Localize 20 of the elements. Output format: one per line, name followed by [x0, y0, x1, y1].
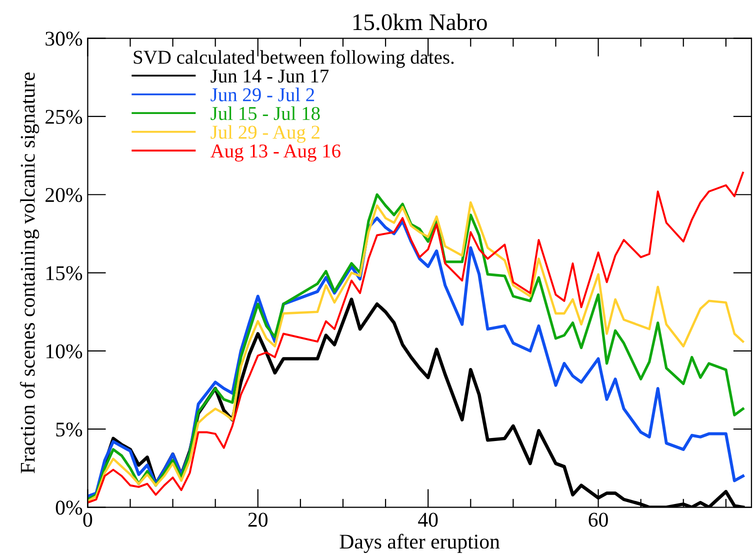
legend-label: Jul 15 - Jul 18	[210, 106, 320, 120]
y-tick-label: 5%	[56, 422, 82, 437]
y-tick-label: 0%	[56, 500, 82, 515]
x-axis-title: Days after eruption	[340, 534, 500, 553]
chart-title: 15.0km Nabro	[353, 14, 487, 30]
y-tick-label: 15%	[46, 266, 82, 280]
legend-label: Jun 14 - Jun 17	[210, 70, 329, 83]
legend-label: Jul 29 - Aug 2	[210, 125, 320, 143]
legend-title: SVD calculated between following dates.	[134, 50, 454, 68]
x-tick-label: 60	[588, 512, 608, 527]
y-axis-title: Fraction of scenes containing volcanic signature	[20, 72, 40, 474]
y-tick-label: 25%	[46, 110, 82, 124]
x-tick-label: 20	[248, 512, 268, 527]
legend-label: Jun 29 - Jul 2	[210, 88, 314, 102]
x-tick-label: 0	[83, 512, 92, 527]
y-tick-label: 30%	[46, 32, 82, 46]
legend-label: Aug 13 - Aug 16	[210, 144, 340, 162]
x-tick-label: 40	[418, 512, 438, 527]
y-tick-label: 10%	[46, 344, 82, 358]
y-tick-label: 20%	[46, 188, 82, 202]
